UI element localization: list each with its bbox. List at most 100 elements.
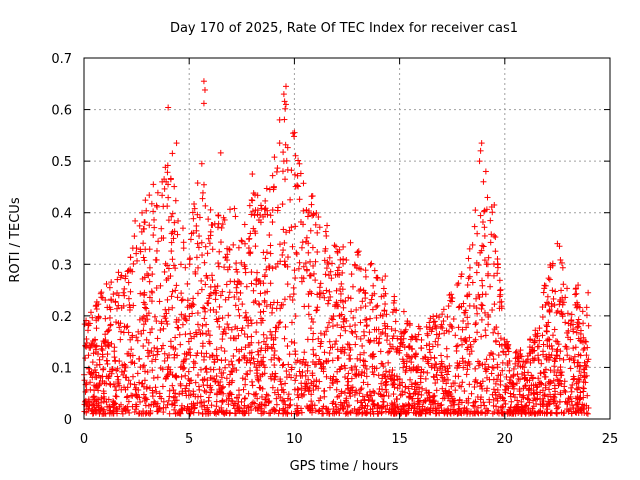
roti-point (523, 358, 530, 365)
roti-point (496, 341, 503, 348)
roti-point (167, 338, 174, 345)
roti-point (106, 284, 113, 291)
roti-point (474, 230, 481, 237)
roti-point (143, 336, 150, 343)
roti-point (565, 320, 572, 327)
roti-point (402, 384, 409, 391)
roti-point (554, 338, 561, 345)
roti-point (230, 365, 237, 372)
roti-point (268, 331, 275, 338)
roti-point (482, 168, 489, 175)
roti-point (240, 386, 247, 393)
roti-point (546, 401, 553, 408)
roti-point (173, 316, 180, 323)
roti-point (481, 232, 488, 239)
roti-point (192, 268, 199, 275)
roti-point (232, 323, 239, 330)
roti-point (484, 261, 491, 268)
roti-point (543, 328, 550, 335)
roti-point (384, 323, 391, 330)
roti-point (339, 269, 346, 276)
roti-point (294, 391, 301, 398)
roti-point (244, 371, 251, 378)
roti-point (102, 315, 109, 322)
roti-point (341, 315, 348, 322)
roti-point (475, 291, 482, 298)
roti-point (354, 397, 361, 404)
roti-point (473, 269, 480, 276)
roti-point (261, 206, 268, 213)
roti-point (249, 382, 256, 389)
roti-point (516, 386, 523, 393)
roti-point (405, 393, 412, 400)
roti-point (470, 399, 477, 406)
roti-point (149, 393, 156, 400)
roti-point (270, 183, 277, 190)
roti-point (269, 207, 276, 214)
roti-point (226, 390, 233, 397)
roti-point (375, 410, 382, 417)
roti-point (352, 341, 359, 348)
roti-point (377, 348, 384, 355)
roti-point (369, 369, 376, 376)
roti-point (218, 357, 225, 364)
roti-point (304, 362, 311, 369)
roti-point (336, 410, 343, 417)
x-tick-label: 5 (185, 432, 193, 447)
roti-point (333, 287, 340, 294)
roti-point (135, 410, 142, 417)
roti-point (392, 327, 399, 334)
roti-point (585, 289, 592, 296)
roti-point (434, 341, 441, 348)
roti-point (296, 259, 303, 266)
roti-point (171, 354, 178, 361)
roti-point (207, 228, 214, 235)
roti-point (434, 376, 441, 383)
roti-point (342, 327, 349, 334)
roti-point (573, 329, 580, 336)
roti-point (453, 347, 460, 354)
roti-point (262, 197, 269, 204)
roti-point (422, 354, 429, 361)
roti-point (429, 343, 436, 350)
roti-point (584, 410, 591, 417)
roti-point (506, 407, 513, 414)
roti-point (326, 254, 333, 261)
roti-point (231, 410, 238, 417)
roti-point (573, 380, 580, 387)
roti-point (433, 410, 440, 417)
roti-point (430, 392, 437, 399)
roti-point (167, 176, 174, 183)
roti-point (459, 341, 466, 348)
roti-point (166, 387, 173, 394)
roti-point (333, 409, 340, 416)
roti-point (163, 178, 170, 185)
roti-point (396, 381, 403, 388)
roti-point (580, 346, 587, 353)
roti-point (564, 399, 571, 406)
roti-point (521, 383, 528, 390)
roti-point (220, 390, 227, 397)
roti-point (409, 395, 416, 402)
roti-point (325, 297, 332, 304)
roti-point (415, 391, 422, 398)
roti-point (247, 367, 254, 374)
roti-point (489, 209, 496, 216)
roti-point (141, 301, 148, 308)
roti-point (179, 225, 186, 232)
roti-point (120, 289, 127, 296)
roti-point (555, 382, 562, 389)
roti-point (126, 307, 133, 314)
roti-point (543, 402, 550, 409)
roti-point (427, 354, 434, 361)
roti-point (490, 396, 497, 403)
roti-point (489, 410, 496, 417)
roti-point (194, 393, 201, 400)
roti-point (276, 140, 283, 147)
roti-point (141, 291, 148, 298)
roti-point (464, 281, 471, 288)
roti-point (329, 357, 336, 364)
roti-point (257, 309, 264, 316)
roti-point (357, 351, 364, 358)
roti-point (184, 280, 191, 287)
